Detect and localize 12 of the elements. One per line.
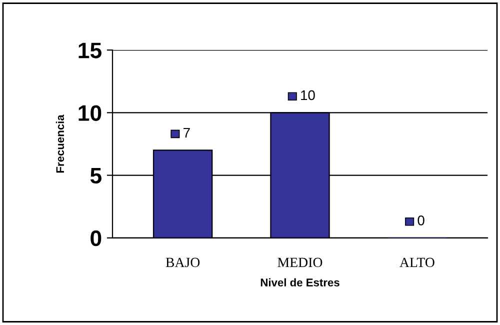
data-label: 0 xyxy=(418,216,424,226)
y-tick-label: 10 xyxy=(78,105,102,121)
y-tick-label: 15 xyxy=(78,42,102,58)
y-tick-label: 5 xyxy=(90,168,102,184)
data-label: 7 xyxy=(184,128,190,138)
x-axis-title: Nivel de Estres xyxy=(260,278,340,286)
x-tick-label: BAJO xyxy=(166,258,200,268)
x-tick-label: MEDIO xyxy=(278,258,322,268)
x-tick-label: ALTO xyxy=(400,258,434,268)
y-axis-title: Frecuencia xyxy=(56,114,64,173)
data-label: 10 xyxy=(301,90,315,100)
y-tick-label: 0 xyxy=(90,230,102,246)
